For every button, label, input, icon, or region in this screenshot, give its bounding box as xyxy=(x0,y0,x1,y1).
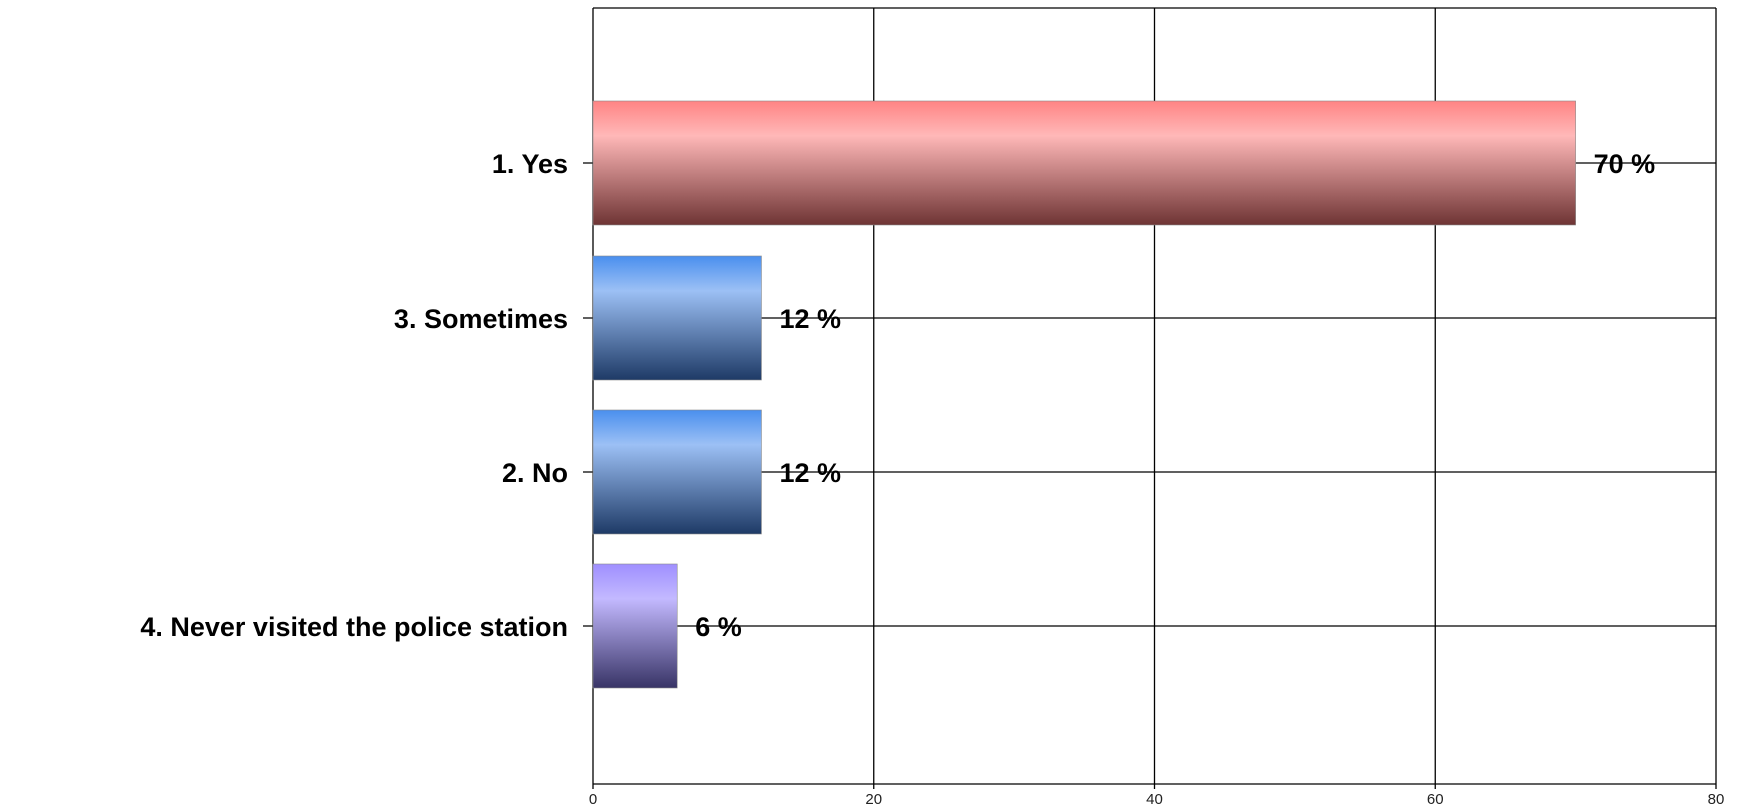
bar-2 xyxy=(592,409,762,535)
value-label: 12 % xyxy=(779,304,841,334)
bars xyxy=(592,100,1576,689)
x-tick-label: 40 xyxy=(1146,791,1163,808)
x-tick-label: 80 xyxy=(1708,791,1725,808)
category-label: 1. Yes xyxy=(492,149,568,179)
category-label: 3. Sometimes xyxy=(394,304,568,334)
category-label: 4. Never visited the police station xyxy=(140,612,568,642)
x-tick-label: 60 xyxy=(1427,791,1444,808)
bar-3 xyxy=(592,563,678,689)
x-tick-label: 20 xyxy=(865,791,882,808)
value-label: 70 % xyxy=(1594,149,1656,179)
bar-1 xyxy=(592,255,762,381)
value-label: 6 % xyxy=(695,612,742,642)
x-tick-label: 0 xyxy=(589,791,597,808)
labels: 0 20 40 60 80 70 % 1. Yes 12 % 3. Sometimes 12 % 2… xyxy=(140,149,1724,808)
category-label: 2. No xyxy=(502,458,568,488)
value-label: 12 % xyxy=(779,458,841,488)
bar-0 xyxy=(592,100,1576,226)
